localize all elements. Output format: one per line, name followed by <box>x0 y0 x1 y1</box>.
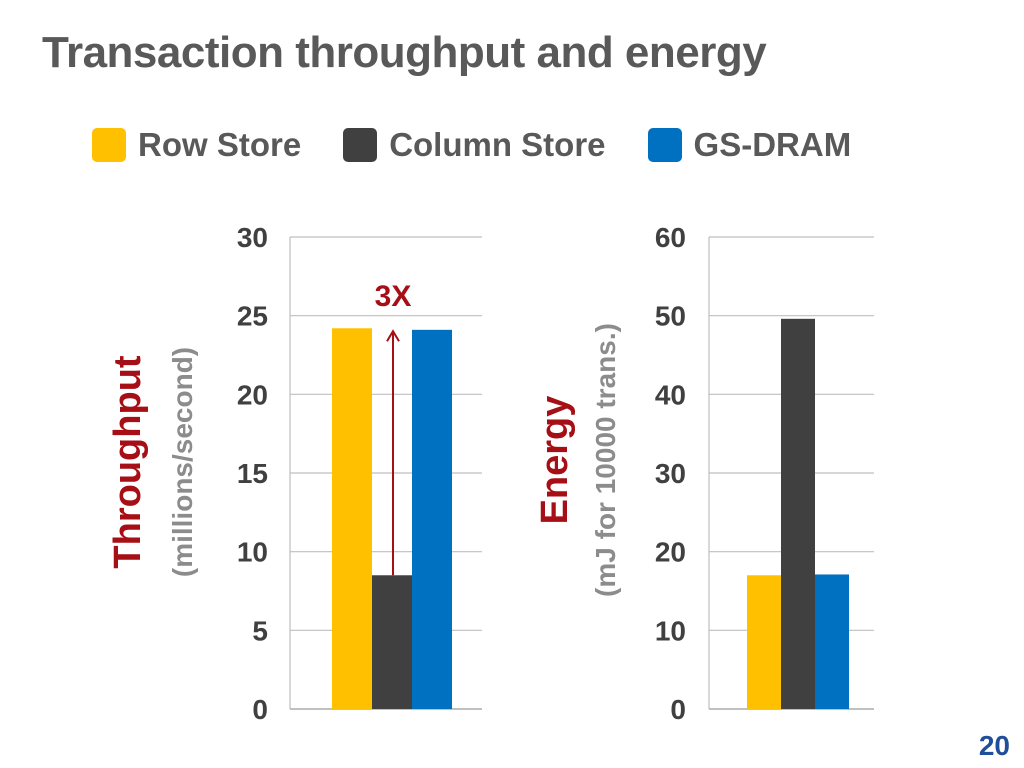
chart1-ytick-label: 0 <box>252 694 268 725</box>
chart2-ytick-label: 50 <box>655 301 686 332</box>
chart1-ytick-label: 25 <box>237 301 268 332</box>
chart2-ytick-label: 0 <box>670 694 686 725</box>
chart2-ytick-label: 40 <box>655 379 686 410</box>
chart1-ytick-label: 10 <box>237 537 268 568</box>
chart2-ytick-label: 30 <box>655 458 686 489</box>
legend-label-column-store: Column Store <box>389 126 606 163</box>
legend-label-gs-dram: GS-DRAM <box>693 126 852 163</box>
legend-swatch-column-store <box>343 128 378 162</box>
legend-swatch-row-store <box>92 128 126 162</box>
chart1-ytick-label: 30 <box>237 222 268 253</box>
legend-item-gs-dram: GS-DRAM <box>647 126 852 164</box>
throughput-gain-arrow-head <box>386 329 400 342</box>
chart2-ylabel-sub: (mJ for 10000 trans.) <box>590 323 621 597</box>
chart2-ylabel: Energy <box>534 396 576 525</box>
chart1-bar-row-store <box>332 328 372 709</box>
chart2-bar-row-store <box>747 575 781 709</box>
legend-swatch-gs-dram <box>647 128 682 162</box>
chart1-bar-column-store <box>372 575 412 709</box>
chart1-bar-gs-dram <box>412 329 452 709</box>
chart1-ytick-label: 5 <box>252 615 268 646</box>
slide-number: 20 <box>978 730 1010 761</box>
chart2-bar-gs-dram <box>815 574 849 709</box>
chart2-ytick-label: 10 <box>655 615 686 646</box>
chart1-ytick-label: 15 <box>237 458 268 489</box>
chart2-ytick-label: 60 <box>655 222 686 253</box>
throughput-gain-annotation: 3X <box>375 280 412 313</box>
chart2-ytick-label: 20 <box>655 537 686 568</box>
chart1-ylabel-sub: (millions/second) <box>167 347 198 577</box>
legend-item-column-store: Column Store <box>343 126 606 164</box>
chart-legend: Row Store Column Store GS-DRAM <box>92 123 893 167</box>
chart1-ytick-label: 20 <box>237 379 268 410</box>
slide-title: Transaction throughput and energy <box>42 28 767 77</box>
legend-item-row-store: Row Store <box>92 126 301 164</box>
legend-label-row-store: Row Store <box>138 126 302 163</box>
chart1-ylabel: Throughput <box>107 355 149 568</box>
chart2-bar-column-store <box>781 318 815 709</box>
